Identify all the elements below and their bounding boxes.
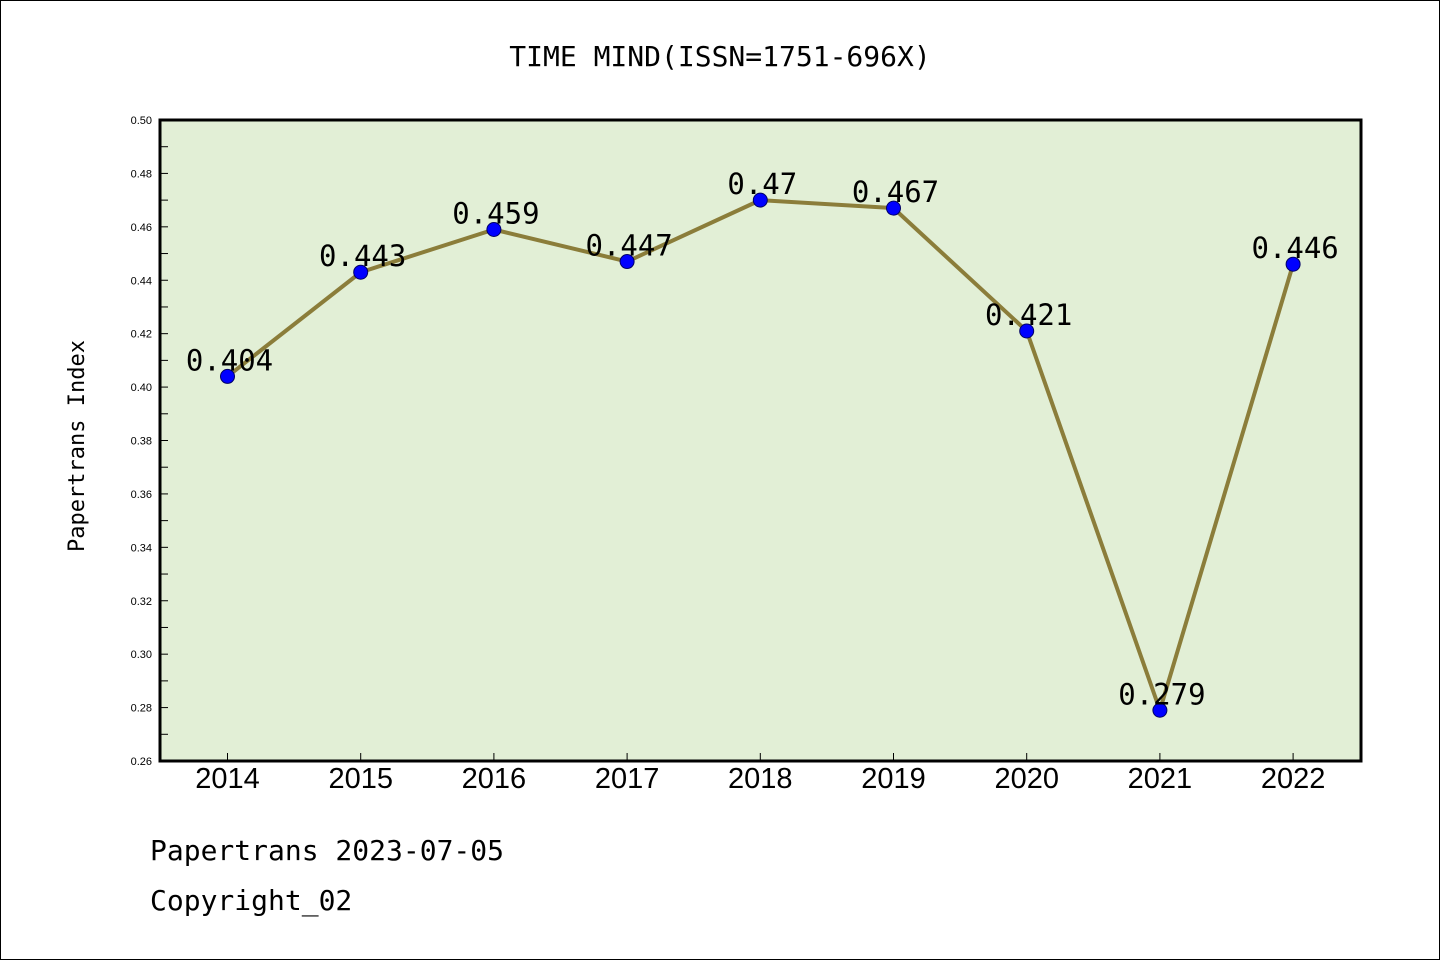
data-label: 0.404 (186, 343, 273, 377)
data-label: 0.459 (452, 197, 539, 231)
data-labels: 0.404 0.443 0.459 0.447 0.47 0.467 0.421 0.279 0… (186, 167, 1339, 711)
data-point-marker (220, 368, 235, 384)
y-tick-label: 0.40 (131, 382, 152, 394)
y-tick-label: 0.42 (131, 329, 152, 341)
data-label: 0.446 (1251, 231, 1338, 265)
y-tick-label: 0.46 (131, 222, 152, 234)
y-axis-label: Papertrans Index (65, 340, 90, 552)
data-point-marker (1285, 256, 1301, 272)
y-tick-label: 0.48 (131, 168, 152, 180)
x-tick-label: 2014 (195, 763, 260, 795)
x-tick-label: 2020 (994, 763, 1059, 795)
x-tick-label: 2016 (462, 763, 527, 795)
y-tick-label: 0.44 (131, 275, 152, 287)
data-point-marker (1152, 702, 1168, 718)
footer-date: Papertrans 2023-07-05 (150, 834, 505, 867)
x-tick-label: 2015 (328, 763, 393, 795)
data-point-marker (353, 264, 369, 280)
data-point-marker (752, 192, 768, 208)
plot-border (158, 118, 1363, 763)
data-label: 0.447 (585, 229, 672, 263)
plot-area (160, 120, 1361, 761)
y-tick-label: 0.34 (131, 542, 152, 554)
chart-title: TIME MIND(ISSN=1751-696X) (509, 40, 930, 73)
x-tick-label: 2017 (595, 763, 660, 795)
footer-copyright: Copyright_02 (150, 884, 353, 917)
data-label: 0.47 (727, 167, 797, 201)
data-point-marker (1019, 323, 1035, 339)
y-tick-label: 0.30 (131, 649, 152, 661)
data-points (220, 192, 1301, 718)
y-tick-label: 0.50 (131, 115, 152, 127)
data-label: 0.421 (985, 298, 1072, 332)
y-tick-label: 0.28 (131, 703, 152, 715)
y-tick-label: 0.26 (131, 756, 152, 768)
x-tick-label: 2019 (861, 763, 926, 795)
y-tick-label: 0.36 (131, 489, 152, 501)
x-tick-label: 2021 (1128, 763, 1193, 795)
data-point-marker (619, 254, 635, 270)
data-label: 0.443 (319, 239, 406, 273)
x-tick-label: 2018 (728, 763, 793, 795)
data-label: 0.467 (852, 175, 939, 209)
data-label: 0.279 (1118, 677, 1205, 711)
y-tick-label: 0.32 (131, 596, 152, 608)
y-tick-label: 0.38 (131, 436, 152, 448)
data-point-marker (886, 200, 901, 216)
axes: 0.26 0.28 0.30 0.32 0.34 0.36 0.38 0.40 0.42 0.44… (131, 115, 1326, 795)
x-tick-label: 2022 (1261, 763, 1326, 795)
data-point-marker (486, 222, 502, 238)
